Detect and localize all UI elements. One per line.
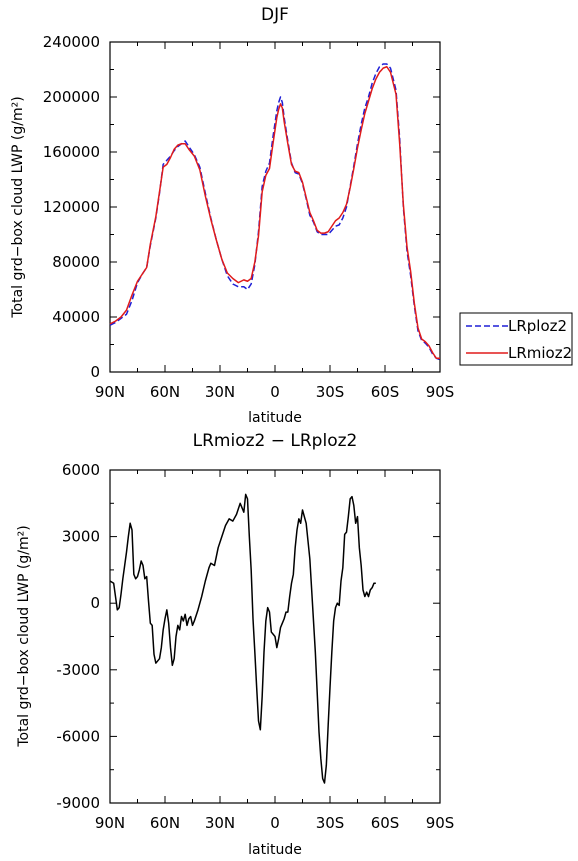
bottom-y-tick-label: -6000	[56, 727, 100, 745]
bottom-difference-series-line	[109, 493, 376, 784]
lrploz2-series-line	[109, 63, 441, 361]
top-x-tick-label: 60N	[150, 383, 180, 401]
legend-label-lrmioz2: LRmioz2	[508, 344, 572, 362]
top-plot-frame	[109, 41, 441, 373]
bottom-panel: LRmioz2 − LRploz2 90N 60N 30N 0 30S 60S 90S -90…	[16, 431, 454, 858]
bottom-x-tick-label: 30S	[316, 814, 345, 832]
lrmioz2-series-line	[109, 66, 440, 359]
bottom-x-tick-label: 60N	[150, 814, 180, 832]
top-x-tick-label: 30N	[205, 383, 235, 401]
top-y-tick-label: 80000	[52, 253, 100, 271]
top-x-tick-label: 60S	[371, 383, 400, 401]
legend-box	[459, 312, 573, 366]
top-x-tick-label: 30S	[316, 383, 345, 401]
top-x-tick-label: 90S	[426, 383, 455, 401]
bottom-x-tick-label: 60S	[371, 814, 400, 832]
bottom-x-tick-label: 90S	[426, 814, 455, 832]
top-chart-title: DJF	[261, 5, 289, 25]
bottom-y-axis-label: Total grd−box cloud LWP (g/m²)	[16, 525, 32, 747]
bottom-y-tick-label: 6000	[62, 461, 100, 479]
top-y-axis-label: Total grd−box cloud LWP (g/m²)	[10, 96, 26, 318]
top-y-tick-label: 200000	[43, 88, 100, 106]
top-y-tick-label: 40000	[52, 308, 100, 326]
legend-label-lrploz2: LRploz2	[508, 317, 567, 335]
bottom-y-tick-label: -3000	[56, 661, 100, 679]
bottom-y-tick-label: 3000	[62, 528, 100, 546]
bottom-x-tick-label: 90N	[95, 814, 125, 832]
bottom-y-tick-label: -9000	[56, 794, 100, 812]
top-y-tick-label: 160000	[43, 143, 100, 161]
top-panel: DJF 90N 60N 30N 0 30S 60S 90S 0 40000 80000 120000…	[10, 5, 573, 426]
bottom-y-tick-label: 0	[90, 594, 100, 612]
bottom-x-tick-label: 30N	[205, 814, 235, 832]
bottom-x-tick-label: 0	[270, 814, 280, 832]
bottom-x-axis-label: latitude	[248, 842, 302, 858]
top-x-axis-label: latitude	[248, 410, 302, 426]
top-y-tick-label: 0	[90, 363, 100, 381]
top-y-tick-label: 120000	[43, 198, 100, 216]
top-y-tick-label: 240000	[43, 33, 100, 51]
top-x-tick-label: 0	[270, 383, 280, 401]
bottom-chart-title: LRmioz2 − LRploz2	[193, 431, 358, 451]
top-x-tick-label: 90N	[95, 383, 125, 401]
